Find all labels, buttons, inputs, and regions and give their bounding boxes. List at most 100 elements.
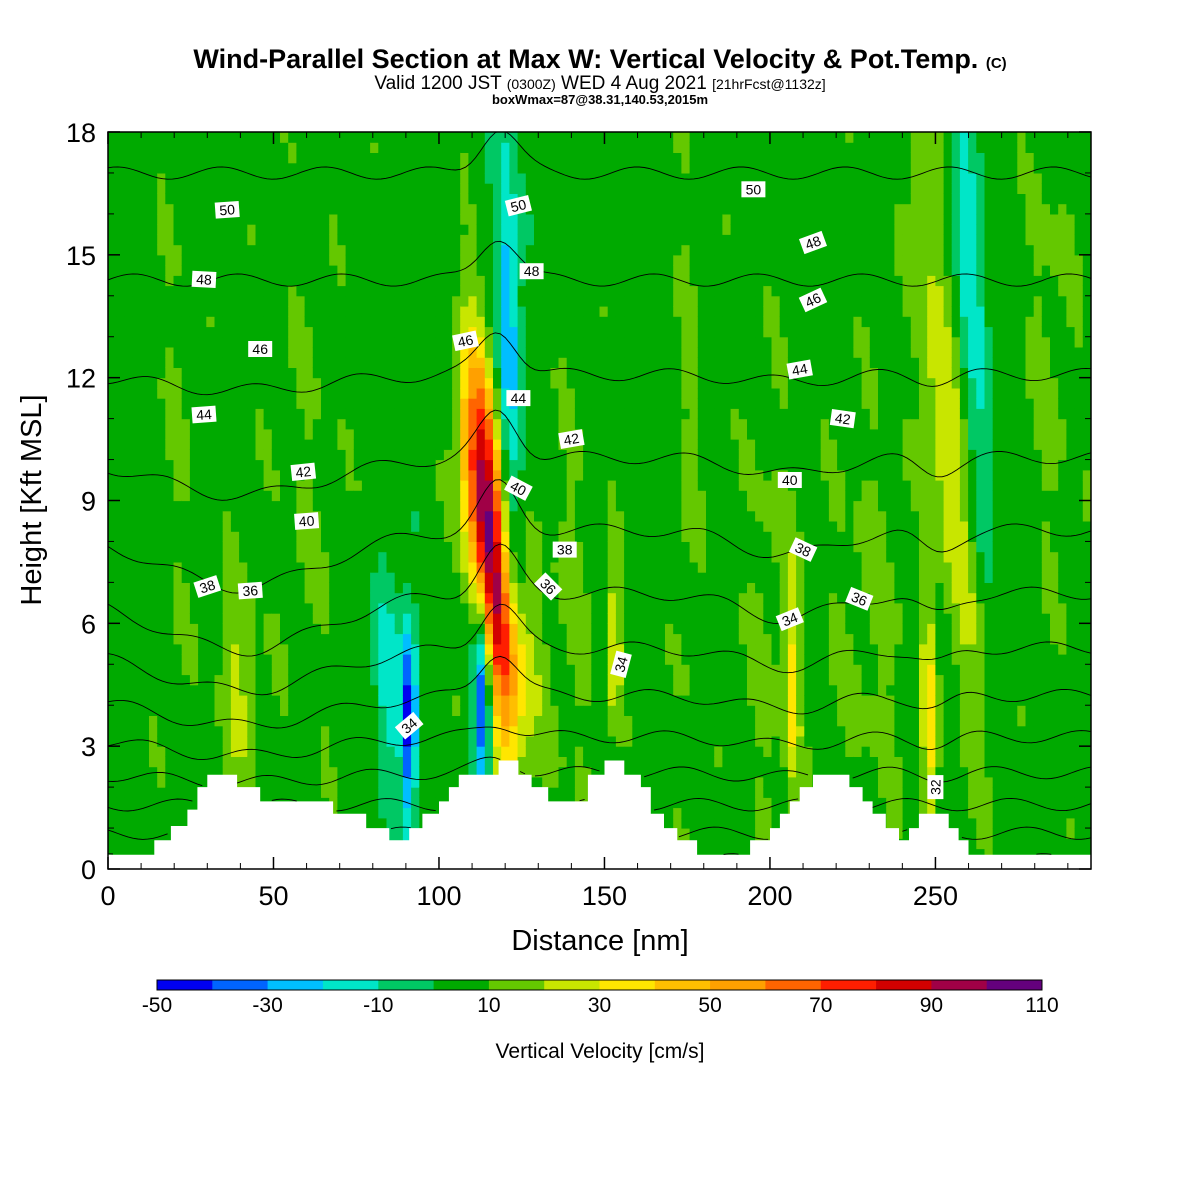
w-cell: [419, 367, 429, 379]
w-cell: [370, 387, 379, 399]
w-cell: [361, 735, 371, 747]
w-cell: [345, 254, 355, 266]
w-cell: [542, 254, 551, 266]
w-cell: [280, 265, 289, 276]
w-cell: [624, 643, 633, 655]
w-cell: [542, 213, 551, 225]
w-cell: [321, 459, 330, 471]
w-cell: [460, 316, 469, 328]
w-cell: [116, 735, 125, 747]
w-cell: [173, 725, 183, 737]
w-cell: [321, 418, 330, 430]
w-cell: [427, 347, 437, 358]
w-cell: [312, 602, 322, 614]
w-cell: [189, 152, 199, 164]
w-cell: [189, 285, 199, 297]
w-cell: [222, 592, 232, 604]
w-cell: [566, 193, 576, 205]
w-cell: [296, 418, 306, 430]
w-cell: [534, 766, 543, 778]
w-cell: [271, 285, 281, 297]
w-cell: [312, 347, 322, 358]
w-cell: [542, 234, 551, 246]
w-cell: [607, 244, 617, 256]
w-cell: [337, 551, 347, 563]
w-cell: [149, 541, 158, 553]
w-cell: [574, 449, 584, 461]
w-cell: [280, 142, 289, 153]
w-cell: [116, 285, 125, 297]
w-cell: [157, 735, 166, 747]
w-cell: [656, 142, 666, 153]
w-cell: [149, 285, 158, 297]
w-cell: [501, 459, 510, 471]
w-cell: [468, 316, 478, 328]
w-cell: [435, 449, 445, 461]
w-cell: [476, 347, 486, 358]
w-cell: [361, 224, 371, 235]
w-cell: [476, 213, 486, 225]
w-cell: [615, 183, 625, 194]
w-cell: [206, 367, 216, 379]
w-cell: [525, 418, 535, 430]
w-cell: [591, 572, 601, 583]
w-cell: [263, 254, 273, 266]
w-cell: [280, 254, 289, 266]
w-cell: [558, 531, 568, 542]
w-cell: [329, 224, 338, 235]
w-cell: [173, 613, 183, 624]
w-cell: [165, 449, 175, 461]
w-cell: [419, 172, 429, 184]
w-cell: [280, 244, 289, 256]
w-cell: [615, 602, 625, 614]
w-cell: [239, 408, 248, 420]
w-cell: [648, 418, 658, 430]
w-cell: [493, 582, 502, 594]
w-cell: [501, 561, 510, 573]
w-cell: [312, 418, 322, 430]
w-cell: [116, 623, 125, 635]
w-cell: [517, 162, 527, 174]
w-cell: [321, 551, 330, 563]
w-cell: [206, 592, 216, 604]
w-cell: [550, 398, 560, 409]
w-cell: [239, 193, 248, 205]
w-cell: [558, 162, 568, 174]
w-cell: [353, 572, 363, 583]
w-cell: [280, 449, 289, 461]
w-cell: [656, 234, 666, 246]
w-cell: [460, 244, 469, 256]
w-cell: [640, 265, 650, 276]
w-cell: [198, 398, 207, 409]
w-cell: [271, 367, 281, 379]
w-cell: [501, 398, 510, 409]
w-cell: [427, 449, 437, 461]
w-cell: [189, 725, 199, 737]
w-cell: [607, 510, 617, 522]
w-cell: [648, 633, 658, 645]
w-cell: [402, 162, 412, 174]
w-cell: [460, 715, 469, 727]
w-cell: [288, 776, 297, 788]
w-cell: [509, 132, 519, 143]
w-cell: [452, 152, 461, 164]
w-cell: [419, 132, 429, 143]
w-cell: [181, 592, 191, 604]
w-cell: [108, 326, 117, 338]
w-cell: [509, 510, 519, 522]
w-cell: [402, 285, 412, 297]
w-cell: [656, 561, 666, 573]
w-cell: [509, 326, 519, 338]
chart-subtitle: Valid 1200 JST (0300Z) WED 4 Aug 2021 [2…: [0, 73, 1200, 95]
w-cell: [460, 623, 469, 635]
w-cell: [493, 715, 502, 727]
w-cell: [665, 746, 674, 757]
w-cell: [493, 500, 502, 512]
w-cell: [214, 439, 224, 450]
w-cell: [583, 162, 592, 174]
w-cell: [353, 715, 363, 727]
w-cell: [501, 213, 510, 225]
w-cell: [411, 684, 420, 696]
w-cell: [304, 449, 314, 461]
w-cell: [230, 172, 240, 184]
